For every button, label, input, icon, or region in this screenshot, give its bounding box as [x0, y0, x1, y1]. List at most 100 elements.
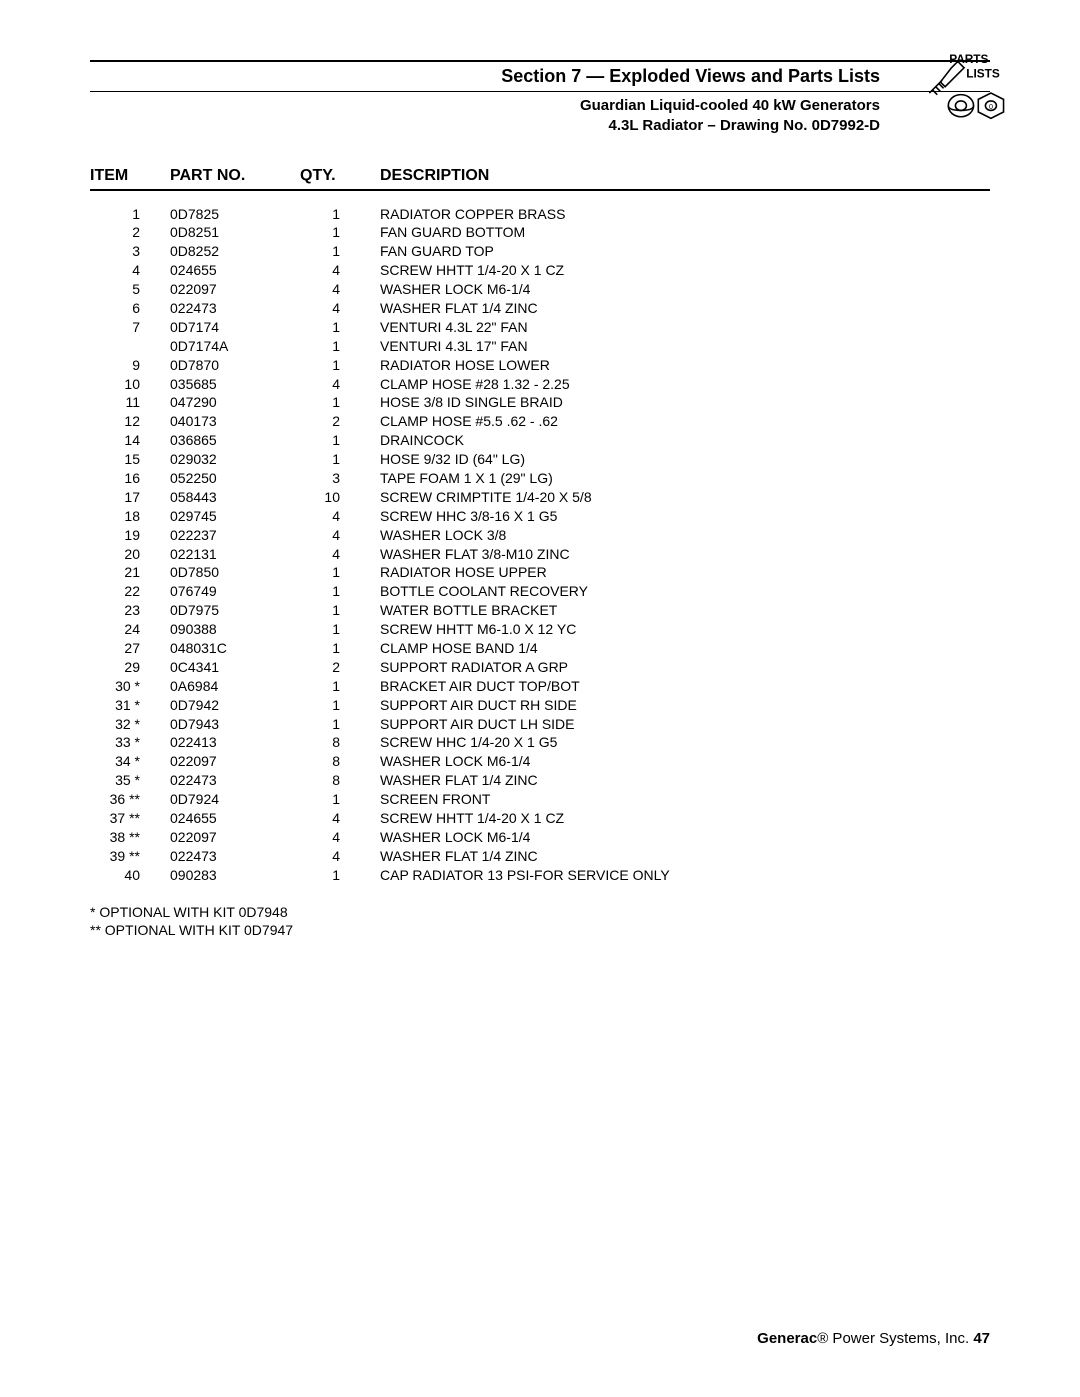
cell-item: 14 — [90, 431, 170, 450]
table-row: 50220974WASHER LOCK M6-1/4 — [90, 280, 990, 299]
cell-partno: 022097 — [170, 752, 300, 771]
cell-qty: 1 — [300, 866, 380, 885]
cell-description: SCREW HHC 1/4-20 X 1 G5 — [380, 733, 990, 752]
cell-item: 31 * — [90, 696, 170, 715]
cell-partno: 0A6984 — [170, 677, 300, 696]
cell-qty: 2 — [300, 658, 380, 677]
cell-partno: 024655 — [170, 809, 300, 828]
cell-description: WASHER FLAT 1/4 ZINC — [380, 771, 990, 790]
cell-qty: 1 — [300, 639, 380, 658]
cell-description: WASHER LOCK M6-1/4 — [380, 828, 990, 847]
cell-item: 20 — [90, 545, 170, 564]
cell-item: 29 — [90, 658, 170, 677]
footnote-1: * OPTIONAL WITH KIT 0D7948 — [90, 903, 990, 922]
section-title: Section 7 — Exploded Views and Parts Lis… — [90, 64, 990, 89]
cell-qty: 4 — [300, 299, 380, 318]
cell-description: WASHER LOCK M6-1/4 — [380, 752, 990, 771]
cell-description: VENTURI 4.3L 17" FAN — [380, 337, 990, 356]
cell-partno: 058443 — [170, 488, 300, 507]
cell-partno: 029745 — [170, 507, 300, 526]
cell-item: 6 — [90, 299, 170, 318]
cell-qty: 1 — [300, 393, 380, 412]
footnote-2: ** OPTIONAL WITH KIT 0D7947 — [90, 921, 990, 940]
cell-description: WASHER FLAT 3/8-M10 ZINC — [380, 545, 990, 564]
cell-qty: 1 — [300, 450, 380, 469]
cell-description: SCREW HHTT 1/4-20 X 1 CZ — [380, 261, 990, 280]
cell-partno: 040173 — [170, 412, 300, 431]
cell-item: 1 — [90, 205, 170, 224]
cell-qty: 1 — [300, 318, 380, 337]
cell-item: 36 ** — [90, 790, 170, 809]
table-row: 0D7174A1VENTURI 4.3L 17" FAN — [90, 337, 990, 356]
col-header-partno: PART NO. — [170, 167, 300, 185]
cell-partno: 0D8251 — [170, 223, 300, 242]
header-subtitle-2: 4.3L Radiator – Drawing No. 0D7992-D — [90, 116, 990, 136]
cell-description: SCREW CRIMPTITE 1/4-20 X 5/8 — [380, 488, 990, 507]
cell-partno: 047290 — [170, 393, 300, 412]
cell-item: 30 * — [90, 677, 170, 696]
cell-item: 19 — [90, 526, 170, 545]
table-row: 32 *0D79431SUPPORT AIR DUCT LH SIDE — [90, 715, 990, 734]
table-row: 35 *0224738WASHER FLAT 1/4 ZINC — [90, 771, 990, 790]
col-header-description: DESCRIPTION — [380, 167, 990, 185]
cell-item: 40 — [90, 866, 170, 885]
cell-qty: 4 — [300, 847, 380, 866]
cell-item: 35 * — [90, 771, 170, 790]
cell-description: CLAMP HOSE #28 1.32 - 2.25 — [380, 375, 990, 394]
table-row: 240903881SCREW HHTT M6-1.0 X 12 YC — [90, 620, 990, 639]
footer-company: Generac — [757, 1330, 817, 1347]
cell-qty: 1 — [300, 601, 380, 620]
cell-qty: 4 — [300, 526, 380, 545]
cell-qty: 8 — [300, 733, 380, 752]
cell-partno: 022473 — [170, 771, 300, 790]
cell-partno: 024655 — [170, 261, 300, 280]
cell-item: 2 — [90, 223, 170, 242]
cell-item: 3 — [90, 242, 170, 261]
cell-qty: 4 — [300, 545, 380, 564]
cell-description: FAN GUARD BOTTOM — [380, 223, 990, 242]
cell-partno: 022131 — [170, 545, 300, 564]
cell-qty: 8 — [300, 752, 380, 771]
table-row: 30D82521FAN GUARD TOP — [90, 242, 990, 261]
cell-description: CAP RADIATOR 13 PSI-FOR SERVICE ONLY — [380, 866, 990, 885]
cell-qty: 1 — [300, 223, 380, 242]
cell-qty: 1 — [300, 715, 380, 734]
cell-description: WASHER LOCK M6-1/4 — [380, 280, 990, 299]
table-row: 210D78501RADIATOR HOSE UPPER — [90, 563, 990, 582]
cell-qty: 4 — [300, 280, 380, 299]
table-row: 400902831CAP RADIATOR 13 PSI-FOR SERVICE… — [90, 866, 990, 885]
table-row: 230D79751WATER BOTTLE BRACKET — [90, 601, 990, 620]
cell-item: 10 — [90, 375, 170, 394]
cell-description: VENTURI 4.3L 22" FAN — [380, 318, 990, 337]
table-row: 10D78251RADIATOR COPPER BRASS — [90, 205, 990, 224]
cell-partno: 022473 — [170, 299, 300, 318]
cell-qty: 3 — [300, 469, 380, 488]
cell-item: 27 — [90, 639, 170, 658]
cell-item: 39 ** — [90, 847, 170, 866]
cell-qty: 1 — [300, 790, 380, 809]
cell-qty: 4 — [300, 375, 380, 394]
table-row: 31 *0D79421SUPPORT AIR DUCT RH SIDE — [90, 696, 990, 715]
cell-qty: 4 — [300, 507, 380, 526]
cell-item: 24 — [90, 620, 170, 639]
cell-partno: 029032 — [170, 450, 300, 469]
rule-top — [90, 60, 990, 62]
cell-description: SCREW HHC 3/8-16 X 1 G5 — [380, 507, 990, 526]
cell-item: 18 — [90, 507, 170, 526]
cell-item: 9 — [90, 356, 170, 375]
table-row: 100356854CLAMP HOSE #28 1.32 - 2.25 — [90, 375, 990, 394]
cell-item: 16 — [90, 469, 170, 488]
cell-partno: 0D7825 — [170, 205, 300, 224]
table-row: 60224734WASHER FLAT 1/4 ZINC — [90, 299, 990, 318]
cell-qty: 1 — [300, 563, 380, 582]
page-footer: Generac® Power Systems, Inc. 47 — [757, 1330, 990, 1347]
cell-partno: 076749 — [170, 582, 300, 601]
cell-item: 12 — [90, 412, 170, 431]
table-row: 34 *0220978WASHER LOCK M6-1/4 — [90, 752, 990, 771]
cell-description: DRAINCOCK — [380, 431, 990, 450]
table-row: 27048031C1CLAMP HOSE BAND 1/4 — [90, 639, 990, 658]
table-row: 160522503TAPE FOAM 1 X 1 (29" LG) — [90, 469, 990, 488]
cell-item: 33 * — [90, 733, 170, 752]
table-row: 110472901HOSE 3/8 ID SINGLE BRAID — [90, 393, 990, 412]
table-row: 70D71741VENTURI 4.3L 22" FAN — [90, 318, 990, 337]
